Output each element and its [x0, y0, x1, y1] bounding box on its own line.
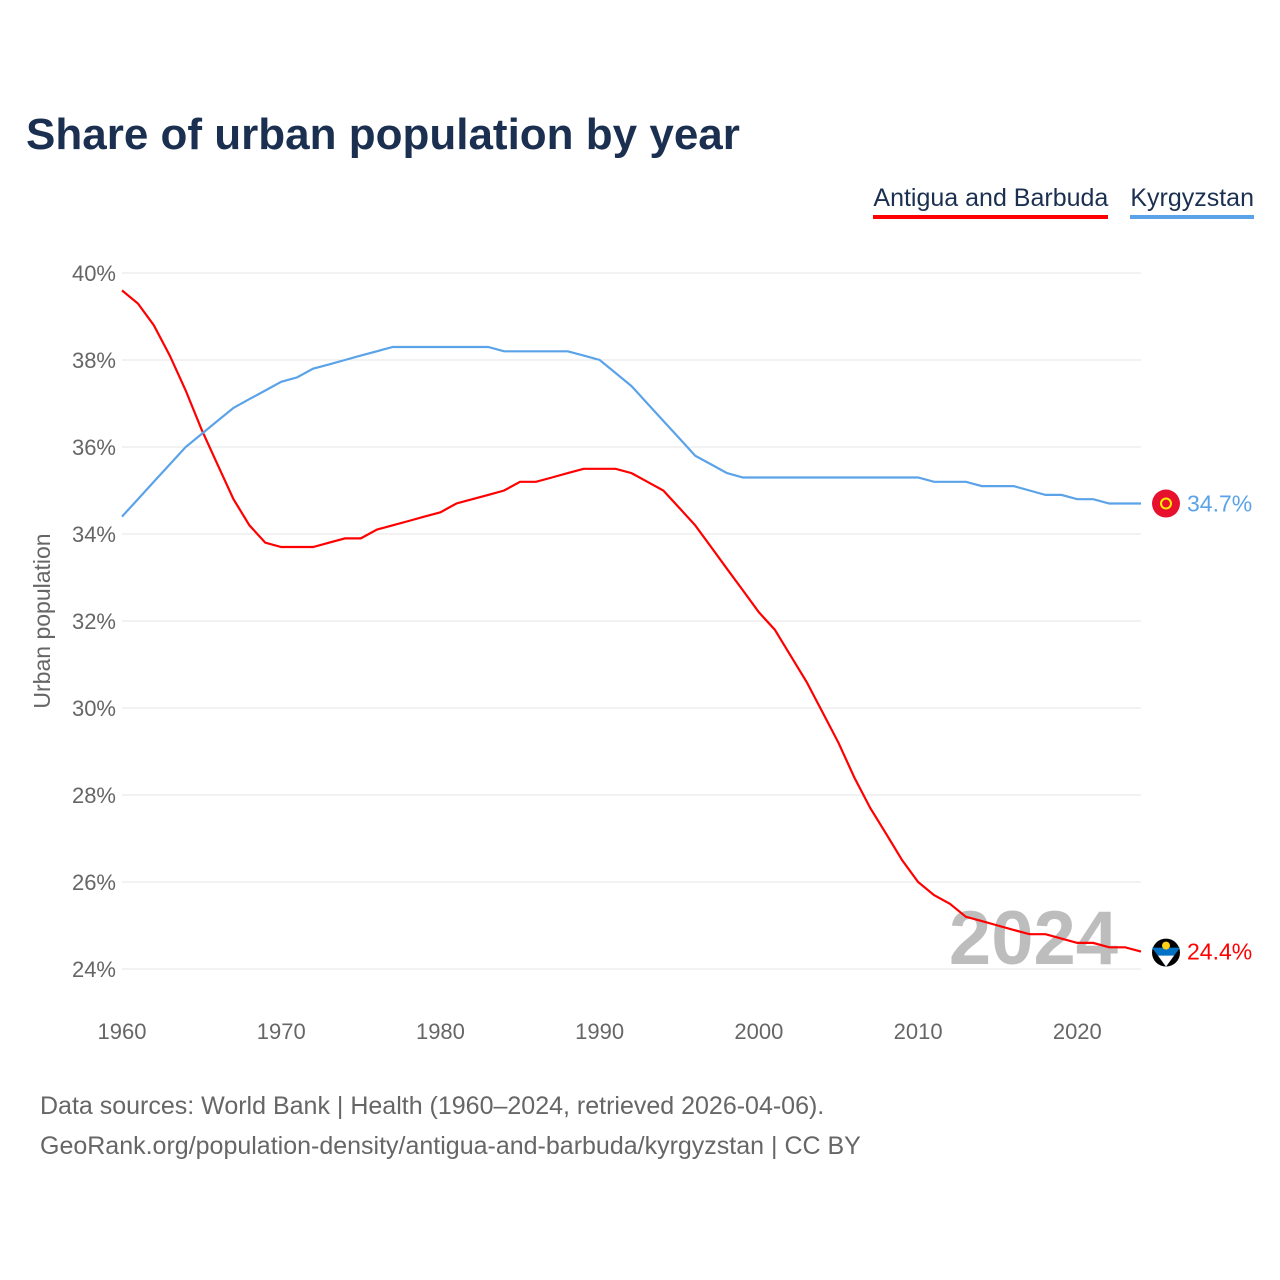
- legend-item-kyrgyzstan[interactable]: Kyrgyzstan: [1130, 184, 1254, 219]
- y-tick-label: 40%: [72, 261, 116, 286]
- flag-icon-kyrgyzstan: [1152, 489, 1180, 518]
- flag-sun-icon: [1162, 941, 1170, 950]
- footer: Data sources: World Bank | Health (1960–…: [40, 1086, 861, 1166]
- x-tick-label: 2010: [894, 1019, 943, 1044]
- x-tick-label: 1980: [416, 1019, 465, 1044]
- series-line-antigua: [121, 289, 1142, 953]
- x-tick-label: 1960: [98, 1019, 147, 1044]
- x-tick-label: 1990: [575, 1019, 624, 1044]
- x-tick-label: 1970: [257, 1019, 306, 1044]
- data-source-text: Data sources: World Bank | Health (1960–…: [40, 1092, 825, 1120]
- flag-detail: [1158, 955, 1174, 967]
- end-value-label: 34.7%: [1187, 491, 1252, 517]
- y-axis-label: Urban population: [29, 533, 55, 708]
- end-value-label: 24.4%: [1187, 939, 1252, 965]
- y-tick-label: 30%: [72, 696, 116, 721]
- y-tick-label: 26%: [72, 870, 116, 895]
- chart-title: Share of urban population by year: [26, 110, 740, 159]
- legend: Antigua and Barbuda Kyrgyzstan: [873, 184, 1254, 219]
- x-tick-label: 2000: [734, 1019, 783, 1044]
- legend-item-antigua[interactable]: Antigua and Barbuda: [873, 184, 1109, 219]
- attribution-link[interactable]: GeoRank.org/population-density/antigua-a…: [40, 1132, 861, 1160]
- y-tick-label: 36%: [72, 435, 116, 460]
- y-tick-label: 28%: [72, 783, 116, 808]
- x-tick-label: 2020: [1053, 1019, 1102, 1044]
- year-watermark: 2024: [949, 896, 1118, 981]
- y-tick-label: 32%: [72, 609, 116, 634]
- flag-sun-icon: [1160, 497, 1172, 510]
- y-tick-label: 38%: [72, 348, 116, 373]
- y-tick-label: 24%: [72, 957, 116, 982]
- y-tick-label: 34%: [72, 522, 116, 547]
- series-line-kyrgyzstan: [121, 345, 1141, 518]
